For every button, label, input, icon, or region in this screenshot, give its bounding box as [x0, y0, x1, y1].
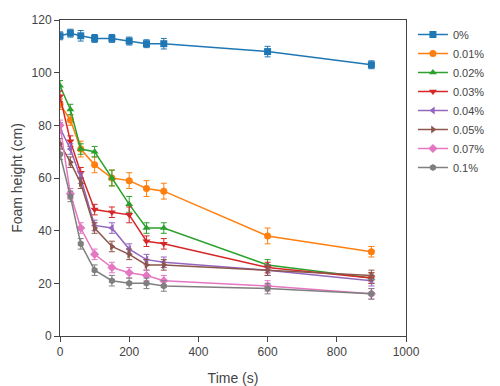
- svg-text:Time (s): Time (s): [208, 370, 259, 386]
- svg-text:800: 800: [327, 345, 347, 359]
- svg-text:0: 0: [45, 329, 52, 343]
- svg-text:40: 40: [38, 224, 52, 238]
- svg-text:0.07%: 0.07%: [453, 143, 484, 155]
- svg-text:0.1%: 0.1%: [453, 162, 478, 174]
- svg-text:0%: 0%: [453, 29, 469, 41]
- svg-text:80: 80: [38, 119, 52, 133]
- svg-text:0.05%: 0.05%: [453, 124, 484, 136]
- svg-text:Foam height (cm): Foam height (cm): [9, 123, 25, 233]
- svg-text:0.04%: 0.04%: [453, 105, 484, 117]
- svg-text:200: 200: [119, 345, 139, 359]
- svg-text:400: 400: [188, 345, 208, 359]
- svg-text:0.01%: 0.01%: [453, 48, 484, 60]
- svg-text:120: 120: [32, 13, 52, 27]
- svg-text:0.03%: 0.03%: [453, 86, 484, 98]
- svg-text:100: 100: [32, 66, 52, 80]
- svg-text:1000: 1000: [393, 345, 420, 359]
- svg-text:600: 600: [258, 345, 278, 359]
- svg-text:0: 0: [57, 345, 64, 359]
- svg-text:0.02%: 0.02%: [453, 67, 484, 79]
- svg-text:60: 60: [38, 171, 52, 185]
- svg-text:20: 20: [38, 277, 52, 291]
